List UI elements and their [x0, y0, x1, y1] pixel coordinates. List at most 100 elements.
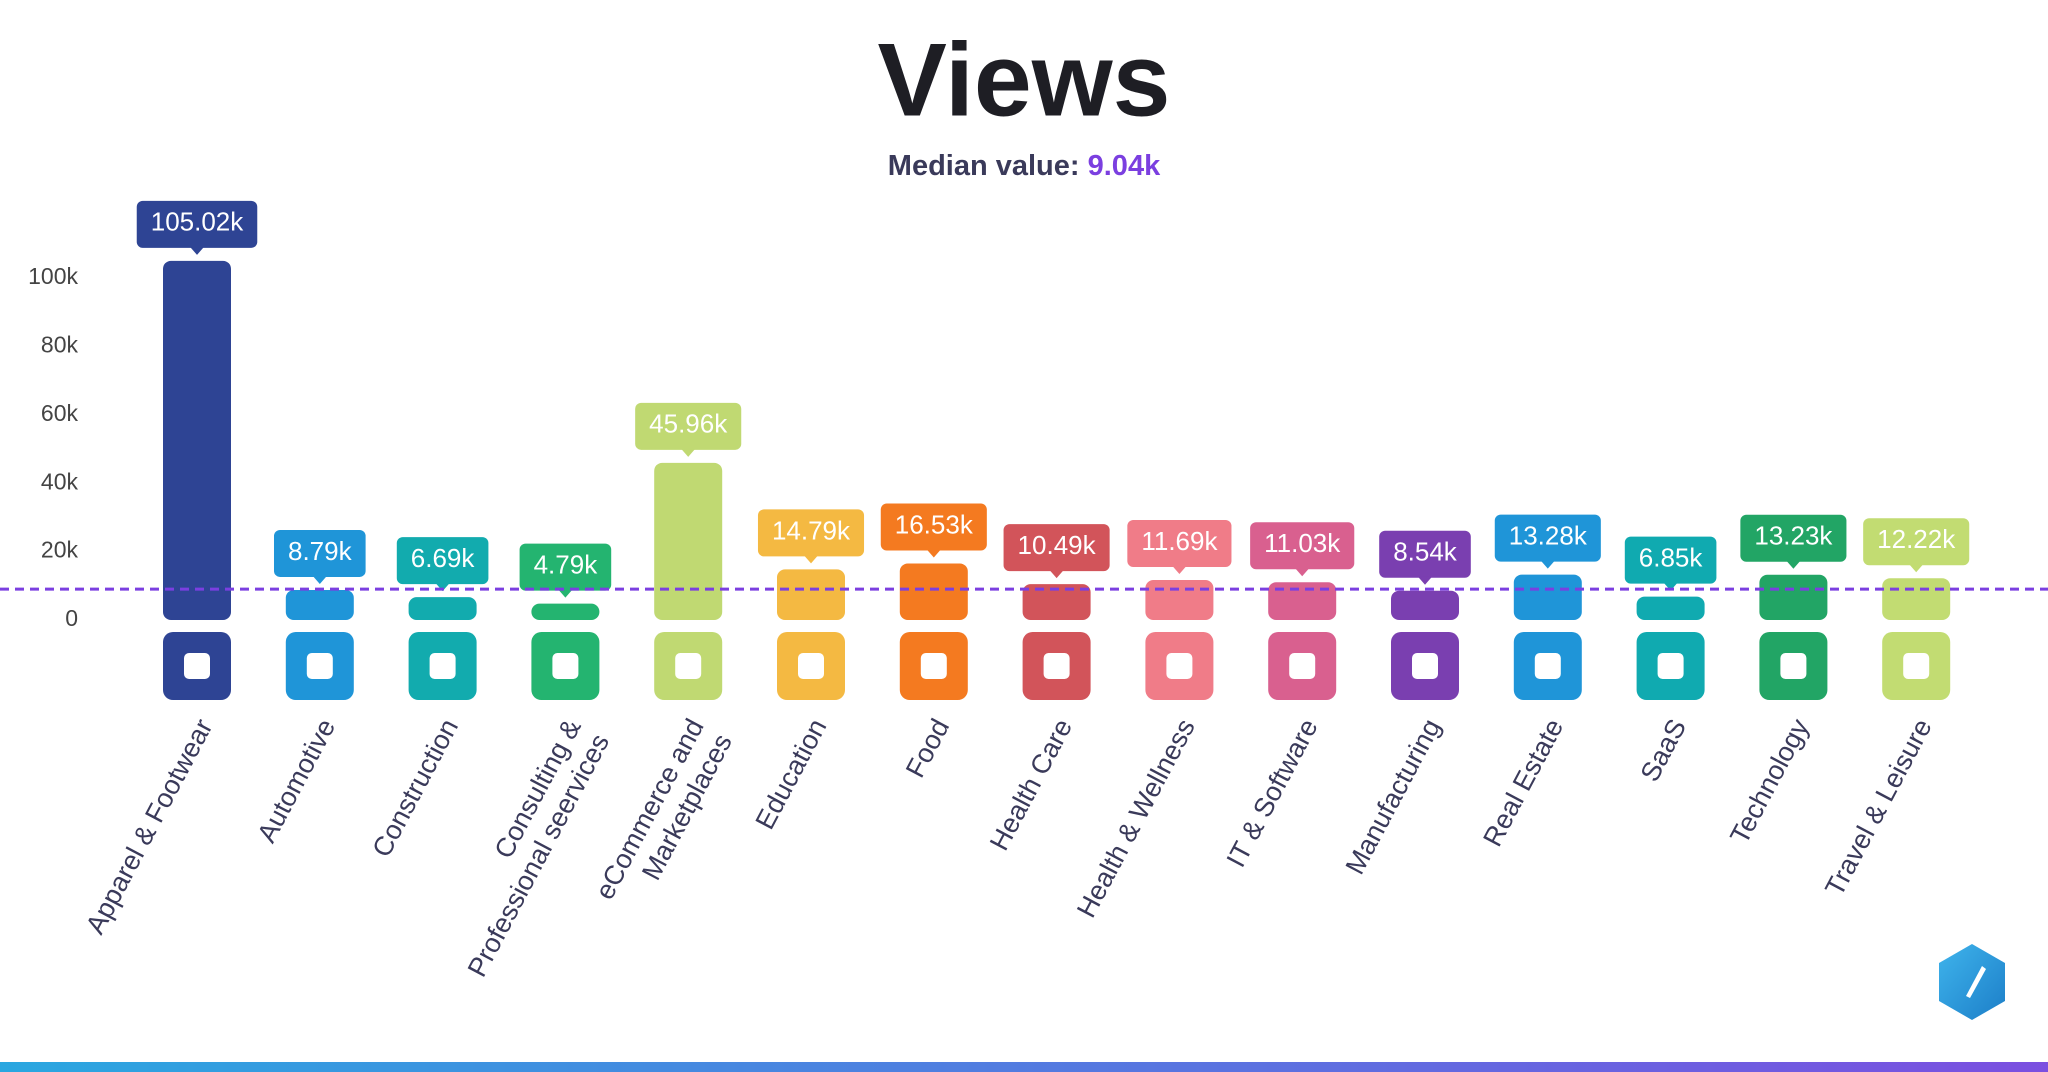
value-label-pointer [558, 589, 573, 598]
icon-glyph [1903, 653, 1930, 679]
value-label-pointer [1540, 560, 1555, 569]
footer-bar [0, 1062, 2048, 1072]
bar [899, 563, 968, 620]
value-label-pointer [312, 575, 327, 584]
bar [1513, 574, 1582, 620]
value-label-pointer [1172, 566, 1187, 575]
bar [163, 260, 231, 620]
value-label: 45.96k [649, 409, 728, 439]
value-label-box [519, 543, 612, 591]
value-label-box [1863, 518, 1970, 566]
value-label-box [1494, 514, 1601, 562]
category-icon [1145, 632, 1214, 700]
label-line: Automotive [251, 714, 341, 847]
subtitle: Median value: 9.04k [888, 150, 1161, 182]
icon-glyph [1289, 653, 1316, 679]
value-label-box [880, 503, 987, 551]
y-tick-label: 80k [41, 331, 79, 357]
x-tick-label: Health Care [984, 714, 1078, 855]
icon-glyph [1043, 653, 1070, 679]
x-tick-label: IT & Software [1221, 714, 1324, 872]
icon-glyph [920, 653, 947, 679]
category-icon [163, 632, 231, 700]
bar [408, 597, 477, 620]
value-label: 6.85k [1639, 542, 1704, 572]
value-label-pointer [1295, 568, 1310, 577]
icon-glyph [1166, 653, 1193, 679]
value-label-box [635, 402, 742, 450]
value-label-box [136, 200, 258, 248]
value-label-box [757, 509, 865, 557]
icon-glyph [429, 653, 456, 679]
bar [1882, 578, 1951, 620]
x-tick-label: Apparel & Footwear [80, 714, 219, 939]
category-icon [1268, 632, 1337, 700]
x-tick-label: Health & Wellness [1071, 714, 1201, 922]
category-icon [899, 632, 968, 700]
value-label: 14.79k [772, 515, 851, 545]
label-line: SaaS [1635, 714, 1693, 786]
chart-title: Views [878, 22, 1171, 138]
label-line: Health & Wellness [1071, 714, 1201, 922]
value-label-box [1740, 514, 1847, 562]
category-icon [1882, 632, 1951, 700]
value-label: 10.49k [1018, 530, 1097, 560]
value-label-pointer [1418, 576, 1432, 585]
category-icon [1759, 632, 1828, 700]
x-tick-label: Food [900, 714, 955, 782]
value-label-pointer [1909, 564, 1924, 573]
x-tick-label: Real Estate [1477, 714, 1569, 851]
category-icon [408, 632, 477, 700]
y-tick-label: 0 [65, 605, 78, 631]
category-icon [1022, 632, 1091, 700]
value-label-box [1003, 524, 1110, 572]
icon-glyph [1534, 653, 1561, 679]
category-icon [1636, 632, 1705, 700]
y-tick-label: 40k [41, 468, 79, 494]
icon-glyph [306, 653, 333, 679]
value-label: 105.02k [151, 207, 245, 237]
bar [1636, 596, 1705, 620]
value-label-pointer [1786, 560, 1801, 569]
y-tick-label: 20k [41, 537, 79, 563]
label-line: Health Care [984, 714, 1078, 855]
value-label-box [1379, 530, 1471, 578]
icon-glyph [675, 653, 702, 679]
value-label-box [396, 537, 489, 585]
value-label-pointer [435, 583, 450, 592]
icon-glyph [798, 653, 824, 679]
value-label: 8.79k [288, 536, 353, 566]
label-line: Real Estate [1477, 714, 1569, 851]
x-tick-label: Manufacturing [1340, 714, 1447, 879]
bar [1391, 590, 1459, 620]
bar [285, 589, 354, 620]
y-tick-label: 60k [41, 400, 79, 426]
value-label: 11.03k [1264, 528, 1341, 558]
label-line: Education [750, 714, 833, 834]
y-tick-label: 100k [28, 263, 78, 289]
x-tick-label: Consulting &Professional seervices [434, 714, 616, 982]
x-tick-label: Automotive [251, 714, 341, 847]
value-label-box [1250, 522, 1355, 570]
icon-glyph [1657, 653, 1684, 679]
icon-glyph [552, 653, 579, 679]
category-icon [531, 632, 600, 700]
value-label-pointer [1663, 582, 1678, 591]
category-icon [777, 632, 845, 700]
label-line: Travel & Leisure [1819, 714, 1937, 901]
category-icon [1391, 632, 1459, 700]
bar [1759, 574, 1828, 620]
value-label: 8.54k [1393, 537, 1458, 567]
x-tick-label: Education [750, 714, 833, 834]
value-label-box [1624, 536, 1717, 584]
value-label: 11.69k [1141, 526, 1218, 556]
category-icon [1513, 632, 1582, 700]
value-label-pointer [804, 555, 818, 564]
median-value: 9.04k [1088, 150, 1161, 182]
category-icon [285, 632, 354, 700]
median-label: Median value: [888, 150, 1080, 182]
bar [1145, 580, 1214, 620]
x-tick-label: SaaS [1635, 714, 1693, 786]
value-label: 16.53k [895, 509, 974, 539]
x-tick-label: Construction [367, 714, 465, 862]
